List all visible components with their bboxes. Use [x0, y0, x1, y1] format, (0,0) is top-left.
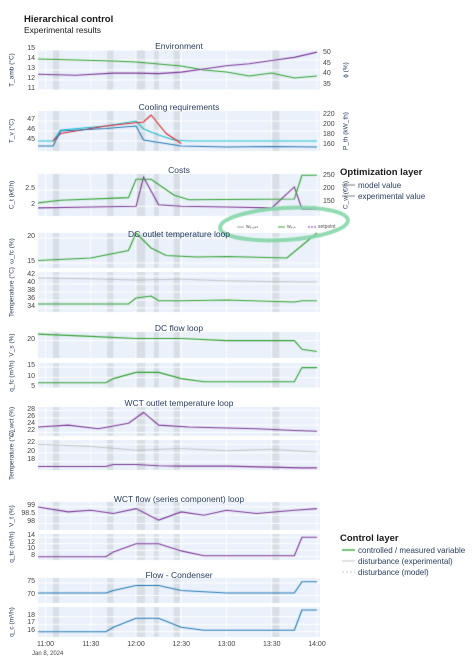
y-axis-label: q_fc (m³/h)	[8, 359, 16, 392]
y-tick-label: 20	[27, 335, 35, 343]
y2-tick-label: 180	[323, 131, 335, 138]
y-axis-label: V_s (%)	[8, 333, 16, 357]
y-tick-label: 15	[27, 45, 35, 52]
panel-title-11: Flow - Condenser	[145, 570, 213, 580]
inline-legend-setpoint: setpoint	[318, 224, 336, 230]
y2-tick-label: 150	[323, 197, 335, 205]
y-axis-label: T_v (°C)	[8, 118, 16, 144]
legend-control-measured: controlled / measured variable	[358, 546, 466, 555]
y-tick-label: 8	[31, 551, 35, 559]
y-tick-label: 45	[27, 136, 35, 143]
y2-axis-label: P_th (kW_th)	[342, 112, 350, 150]
y-axis-label: C_t (k€/h)	[8, 180, 16, 210]
y-tick-label: 18	[27, 611, 35, 619]
panel-title-9: WCT flow (series component) loop	[113, 494, 245, 504]
y-tick-label: 42	[27, 271, 35, 278]
panel-title-3: DC outlet temperature loop	[127, 229, 231, 239]
y-axis-label: T_amb (°C)	[8, 53, 16, 87]
y-axis-label: q_c (m³/h)	[8, 607, 16, 637]
y2-tick-label: 200	[323, 184, 335, 192]
y-tick-label: 47	[27, 116, 35, 123]
y2-tick-label: 45	[323, 59, 331, 67]
inline-legend-wopt: wₑ,ₒₚₜ	[246, 224, 259, 230]
y-tick-label: 12	[27, 538, 35, 546]
x-tick-label: 14:00	[308, 641, 326, 648]
y-tick-label: 28	[27, 405, 35, 413]
panel-title-2: Costs	[168, 165, 190, 175]
panel-title-5: DC flow loop	[154, 323, 204, 333]
x-tick-label: 13:00	[217, 641, 236, 648]
x-tick-label: 12:30	[172, 641, 191, 648]
y-axis-label: V_t (%)	[8, 505, 16, 527]
y2-tick-label: 250	[323, 171, 335, 179]
y-tick-label: 15	[27, 258, 35, 265]
x-date-label: Jan 8, 2024	[32, 651, 64, 657]
panel-title-0: Environment	[155, 41, 203, 51]
legend-optimization-model: model value	[358, 181, 402, 190]
x-tick-label: 12:00	[127, 641, 145, 648]
panel-title-7: WCT outlet temperature loop	[124, 398, 234, 408]
x-tick-label: 11:30	[82, 641, 100, 648]
y-tick-label: 34	[27, 303, 35, 310]
y-tick-label: 18	[27, 456, 35, 464]
y-tick-label: 99	[27, 501, 35, 509]
panel-title-1: Cooling requirements	[138, 102, 220, 112]
y-tick-label: 70	[27, 590, 35, 598]
x-tick-label: 13:30	[262, 641, 281, 648]
y-tick-label: 15	[27, 362, 35, 370]
y-tick-label: 17	[27, 619, 35, 627]
y-tick-label: 14	[27, 55, 35, 62]
legend-optimization-experimental: experimental value	[358, 192, 426, 201]
y-tick-label: 13	[27, 65, 35, 72]
y-axis-label: q_tc (m³/h)	[8, 531, 16, 563]
y-tick-label: 10	[27, 372, 35, 380]
y-tick-label: 46	[27, 126, 35, 133]
y2-axis-label: ϕ (%)	[342, 62, 350, 78]
y-tick-label: 2	[31, 201, 35, 209]
y-tick-label: 22	[27, 439, 35, 447]
y-tick-label: 24	[27, 420, 35, 428]
y-tick-label: 26	[27, 412, 35, 420]
y-tick-label: 38	[27, 287, 35, 294]
y-tick-label: 10	[27, 545, 35, 553]
y-tick-label: 14	[27, 532, 35, 540]
y2-tick-label: 40	[323, 70, 331, 78]
y2-tick-label: 50	[323, 49, 331, 57]
inline-legend-ws: wₑ,ₛ	[287, 224, 296, 230]
y-axis-label: ω_fc (%)	[8, 237, 16, 264]
y-tick-label: 98	[27, 518, 35, 526]
legend-control-title: Control layer	[340, 533, 399, 544]
legend-control-dist-exp: disturbance (experimental)	[358, 557, 453, 566]
y2-tick-label: 220	[323, 111, 335, 118]
y-tick-label: 40	[27, 279, 35, 286]
y-axis-label: Temperature (°C)	[8, 267, 16, 317]
y-tick-label: 20	[27, 447, 35, 455]
y2-axis-label: C_w (€/h)	[342, 180, 350, 210]
legend-control-dist-model: disturbance (model)	[358, 568, 429, 577]
y2-tick-label: 200	[323, 121, 335, 128]
y-tick-label: 22	[27, 427, 35, 435]
y-tick-label: 11	[27, 85, 35, 92]
y-tick-label: 20	[27, 233, 35, 240]
y-tick-label: 5	[31, 383, 35, 390]
y2-tick-label: 160	[323, 141, 335, 148]
y-tick-label: 75	[27, 578, 35, 585]
page-title: Hierarchical control	[24, 14, 114, 25]
y-tick-label: 16	[27, 626, 35, 634]
page-subtitle: Experimental results	[24, 25, 102, 35]
y2-tick-label: 35	[323, 80, 331, 88]
legend-optimization-title: Optimization layer	[340, 167, 423, 178]
y-tick-label: 98.5	[21, 510, 35, 518]
x-tick-label: 11:00	[37, 641, 55, 648]
y-tick-label: 36	[27, 295, 35, 302]
y-tick-label: 2.5	[25, 185, 35, 193]
y-axis-label: Temperature (°C)	[8, 430, 16, 480]
y-tick-label: 12	[27, 75, 35, 82]
